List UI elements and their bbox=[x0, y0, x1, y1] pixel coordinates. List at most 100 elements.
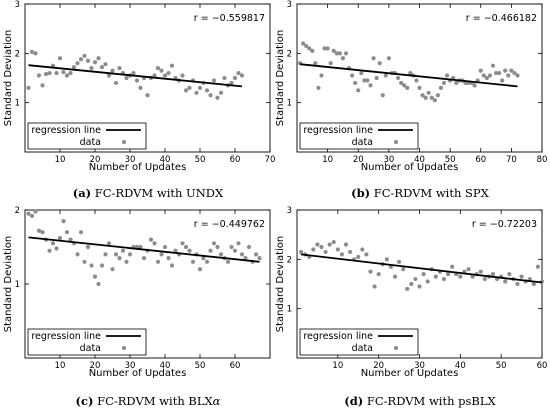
chart-panel-b: 10 20 30 40 50 60 70 80 1 2 3 r = −0.466182 regressi… bbox=[275, 0, 547, 173]
data-point-c bbox=[120, 248, 126, 253]
data-point-b bbox=[481, 73, 486, 78]
data-point-c bbox=[166, 256, 171, 261]
data-point-c bbox=[78, 230, 84, 235]
data-point-d bbox=[368, 269, 373, 274]
x-tick-label-b: 40 bbox=[414, 155, 425, 165]
data-point-c bbox=[225, 259, 231, 264]
r-value-label-b: r = −0.466182 bbox=[466, 13, 537, 24]
chart-panel-a: 10 20 30 40 50 60 70 1 2 3 r = −0.559817 regression… bbox=[3, 0, 275, 173]
data-point-c bbox=[64, 230, 70, 235]
data-point-a bbox=[218, 90, 224, 95]
data-point-d bbox=[433, 274, 438, 279]
data-point-c bbox=[204, 259, 210, 264]
data-point-a bbox=[61, 69, 66, 75]
caption-d: (d) FC-RDVM with psBLX bbox=[344, 394, 495, 408]
data-point-c bbox=[85, 244, 91, 250]
legend-box-d bbox=[299, 328, 419, 356]
data-point-a bbox=[215, 95, 220, 100]
data-point-a bbox=[204, 88, 210, 93]
data-point-a bbox=[103, 62, 108, 67]
data-point-c bbox=[26, 211, 31, 216]
data-point-b bbox=[515, 73, 520, 78]
x-tick-label-c: 40 bbox=[160, 361, 171, 371]
data-point-b bbox=[472, 83, 477, 88]
data-point-b bbox=[497, 70, 502, 76]
regression-line-b bbox=[299, 63, 518, 88]
data-point-b bbox=[340, 56, 346, 61]
x-axis-label-c: Number of Updates bbox=[89, 368, 187, 379]
data-point-a bbox=[33, 51, 38, 56]
data-point-b bbox=[420, 93, 425, 98]
x-tick-label-a: 20 bbox=[90, 155, 101, 165]
data-point-c bbox=[36, 228, 42, 233]
regression-line-d bbox=[300, 253, 543, 284]
data-point-b bbox=[374, 75, 379, 81]
legend-swatch-point-c bbox=[121, 345, 127, 351]
data-point-b bbox=[405, 85, 410, 90]
data-point-c bbox=[190, 259, 196, 264]
data-point-d bbox=[535, 264, 541, 269]
data-point-d bbox=[392, 274, 398, 279]
data-point-c bbox=[75, 252, 80, 257]
x-tick-label-d: 30 bbox=[414, 361, 425, 371]
data-point-b bbox=[395, 75, 401, 81]
x-tick-label-b: 50 bbox=[445, 155, 456, 165]
y-axis-label-c: Standard Deviation bbox=[3, 236, 14, 333]
data-point-b bbox=[506, 73, 511, 78]
data-point-b bbox=[509, 68, 514, 73]
data-point-d bbox=[466, 267, 471, 272]
data-point-d bbox=[515, 281, 520, 287]
x-tick-label-b: 80 bbox=[537, 155, 548, 165]
data-point-d bbox=[478, 269, 483, 274]
data-point-a bbox=[29, 49, 35, 54]
data-point-c bbox=[243, 256, 248, 261]
data-point-d bbox=[441, 276, 447, 282]
data-point-c bbox=[138, 244, 143, 250]
data-point-a bbox=[99, 65, 105, 70]
y-tick-label-b: 2 bbox=[287, 49, 292, 59]
data-point-c bbox=[183, 244, 189, 250]
legend-label-regression-d: regression line bbox=[303, 331, 373, 342]
x-tick-label-a: 30 bbox=[125, 155, 136, 165]
x-tick-label-a: 10 bbox=[55, 155, 66, 165]
data-point-a bbox=[229, 80, 234, 86]
data-point-c bbox=[68, 237, 73, 242]
legend-box-a bbox=[27, 122, 147, 150]
data-point-b bbox=[371, 56, 376, 61]
data-point-b bbox=[368, 83, 373, 88]
x-tick-label-b: 10 bbox=[322, 155, 333, 165]
data-point-b bbox=[512, 70, 517, 76]
data-point-a bbox=[47, 70, 52, 76]
data-point-b bbox=[343, 51, 349, 56]
legend-label-data-b: data bbox=[352, 137, 373, 148]
y-axis-label-b: Standard Deviation bbox=[275, 30, 286, 127]
data-point-b bbox=[484, 75, 489, 81]
x-tick-label-c: 10 bbox=[55, 361, 66, 371]
data-point-c bbox=[103, 252, 108, 257]
data-point-b bbox=[423, 95, 428, 100]
data-point-c bbox=[89, 263, 94, 268]
data-point-d bbox=[470, 274, 475, 279]
x-axis-label-b: Number of Updates bbox=[361, 162, 459, 173]
data-point-a bbox=[211, 78, 217, 83]
data-point-c bbox=[159, 252, 164, 257]
legend-swatch-point-a bbox=[121, 139, 127, 145]
data-point-d bbox=[364, 252, 369, 257]
data-point-b bbox=[444, 73, 450, 78]
y-tick-label-d: 3 bbox=[287, 206, 292, 216]
regression-line-a bbox=[28, 64, 243, 88]
data-point-d bbox=[409, 281, 414, 287]
data-point-a bbox=[36, 73, 42, 78]
data-point-c bbox=[113, 252, 119, 257]
x-tick-label-a: 60 bbox=[230, 155, 241, 165]
data-point-d bbox=[376, 272, 381, 277]
data-point-a bbox=[82, 53, 87, 58]
legend-swatch-point-b bbox=[393, 139, 399, 145]
data-point-c bbox=[124, 259, 129, 264]
legend-label-data-a: data bbox=[80, 137, 101, 148]
data-point-a bbox=[166, 70, 171, 76]
data-point-c bbox=[180, 241, 185, 246]
data-point-a bbox=[26, 85, 31, 90]
data-point-a bbox=[222, 75, 227, 81]
